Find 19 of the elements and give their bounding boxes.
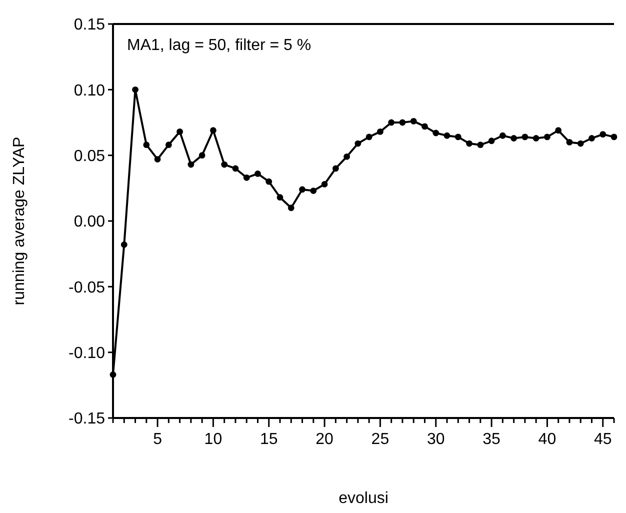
x-tick-label: 30 — [426, 431, 445, 448]
y-tick-label: 0.05 — [74, 148, 106, 165]
x-tick-label: 5 — [153, 431, 162, 448]
x-tick-label: 35 — [482, 431, 501, 448]
y-tick-label: -0.10 — [68, 344, 106, 362]
y-tick-label: 0.00 — [74, 214, 106, 231]
x-tick-label: 15 — [260, 431, 278, 448]
y-tick-label: 0.10 — [74, 82, 106, 100]
y-tick-label: 0.15 — [74, 16, 106, 34]
y-tick-label: -0.15 — [68, 410, 106, 428]
x-tick-label: 25 — [371, 431, 390, 448]
annotation: MA1, lag = 50, filter = 5 % — [127, 37, 312, 54]
x-tick-label: 20 — [316, 431, 334, 448]
y-axis-title: running average ZLYAP — [11, 136, 28, 306]
x-axis-title: evolusi — [338, 490, 388, 507]
y-tick-label: -0.05 — [68, 279, 106, 296]
x-tick-label: 10 — [204, 431, 222, 448]
x-tick-label: 45 — [594, 431, 612, 448]
x-tick-label: 40 — [538, 431, 556, 448]
